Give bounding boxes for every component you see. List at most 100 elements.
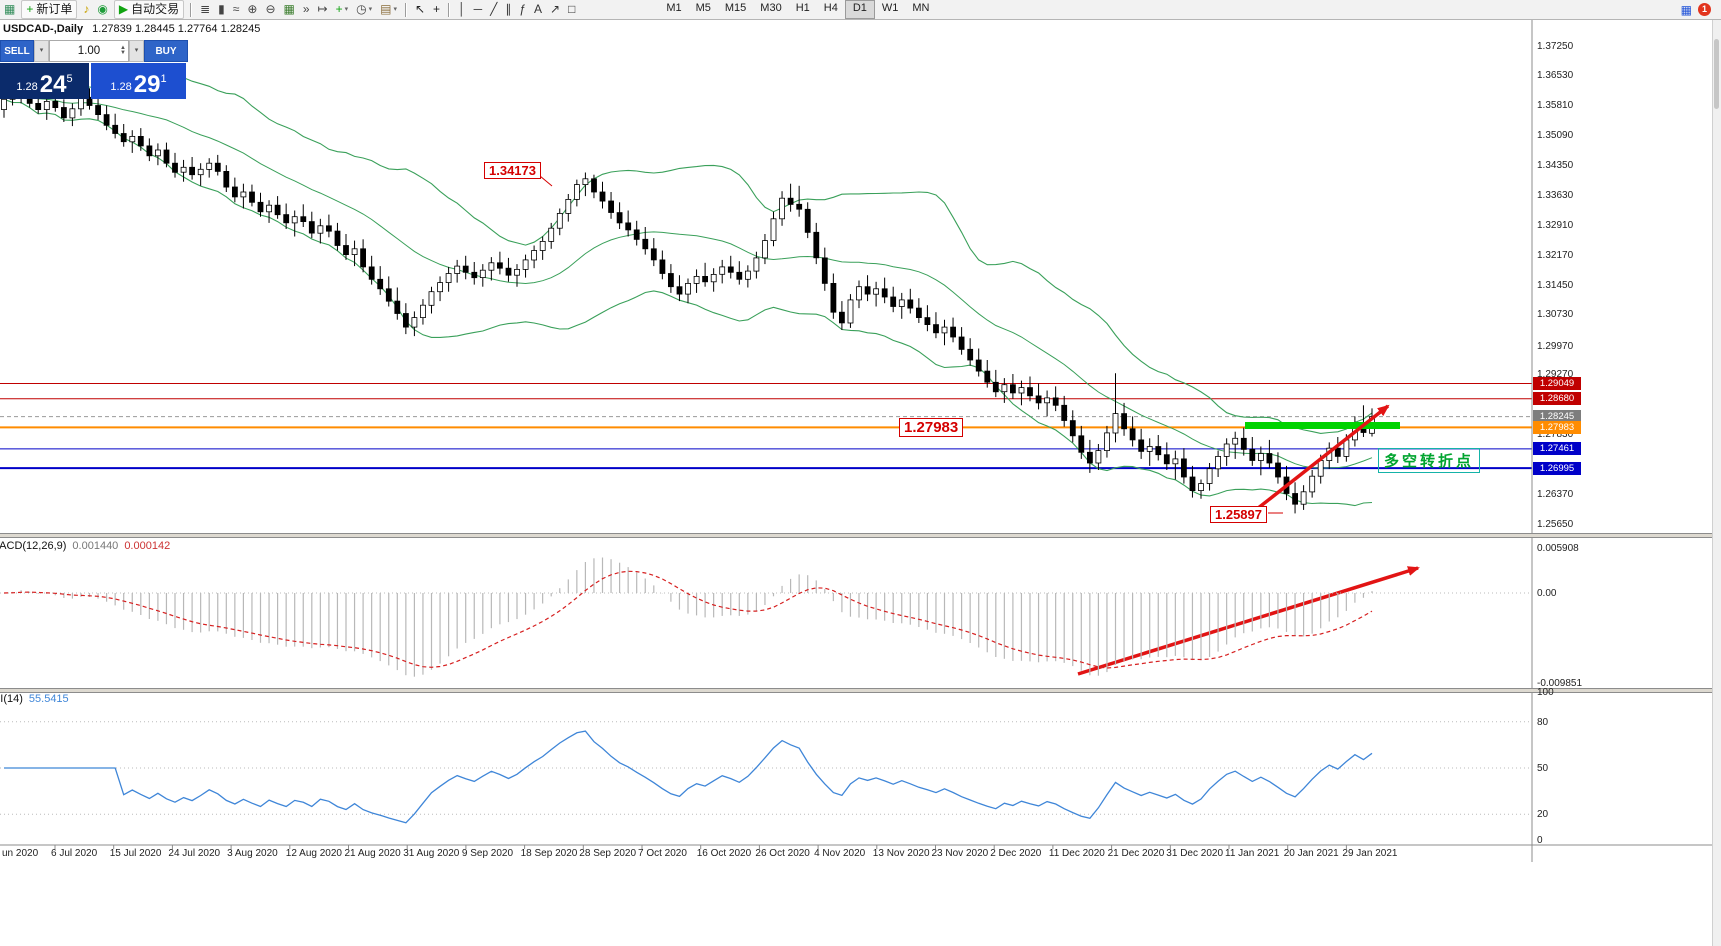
timeframe-button-mn[interactable]: MN	[912, 2, 930, 14]
templates-icon: ▤	[380, 2, 392, 16]
templates-icon-caret[interactable]: ▾	[393, 6, 397, 13]
zoom-out-icon[interactable]: ⊖	[261, 1, 279, 18]
chart-symbol: USDCAD-,Daily	[3, 23, 84, 35]
new-order-button[interactable]: + 新订单	[21, 0, 78, 19]
cursor-icon[interactable]: ↖	[411, 1, 429, 18]
price-axis-badge: 1.27983	[1533, 420, 1581, 434]
timeframe-button-m5[interactable]: M5	[695, 2, 711, 14]
periods-icon-caret[interactable]: ▾	[368, 6, 373, 13]
time-axis-label: 28 Sep 2020	[579, 848, 637, 859]
timeframe-button-m15[interactable]: M15	[724, 2, 747, 14]
notification-badge[interactable]: 1	[1698, 3, 1711, 16]
vertical-scrollbar[interactable]	[1712, 19, 1721, 946]
shapes-icon[interactable]: □	[564, 1, 579, 18]
rsi-axis-label: 80	[1537, 717, 1549, 728]
rsi-axis-label: 100	[1537, 687, 1554, 698]
panel-separator-macd[interactable]	[0, 533, 1721, 538]
crosshair-icon[interactable]: +	[429, 1, 444, 18]
timeframe-button-h4[interactable]: H4	[823, 2, 838, 14]
buy-price-big: 29	[133, 71, 161, 98]
vertical-line-icon[interactable]: │	[454, 1, 470, 18]
toolbar: ▦ + 新订单 ♪ ◉ ▶ 自动交易 ≣ ▮ ≈ ⊕ ⊖ ▦» ↦ + ▾ ◷ ▾ ▤ ▾ ↖ + │ ─ ╱ ∥ ƒ A ↗ □ M1 M5…	[0, 0, 1721, 20]
time-axis-label: 21 Dec 2020	[1107, 848, 1165, 859]
sell-button[interactable]: SELL	[0, 40, 34, 62]
time-axis-label: 31 Dec 2020	[1166, 848, 1224, 859]
horizontal-line-icon: ─	[473, 2, 483, 16]
text-icon[interactable]: A	[530, 1, 546, 18]
auto-scroll-icon[interactable]: »	[299, 1, 314, 18]
grid-window-icon[interactable]: ▦	[1680, 2, 1692, 17]
timeframe-button-d1[interactable]: D1	[844, 0, 875, 19]
time-axis-label: 26 Oct 2020	[755, 848, 810, 859]
volume-up-arrow[interactable]: ▲	[120, 45, 126, 51]
buy-price-sup: 1	[160, 73, 167, 85]
chart-shift-icon: ↦	[317, 2, 328, 16]
zoom-in-icon[interactable]: ⊕	[243, 1, 261, 18]
price-axis-badge: 1.28245	[1533, 410, 1581, 424]
time-axis-label: 20 Jan 2021	[1283, 848, 1339, 859]
price-axis-label: 1.32170	[1537, 249, 1574, 261]
timeframe-button-m30[interactable]: M30	[760, 2, 782, 14]
time-axis[interactable]: un 2020 6 Jul 2020 15 Jul 2020 24 Jul 2020 3…	[0, 846, 1532, 862]
indicators-icon-caret[interactable]: ▾	[344, 6, 349, 13]
chart-shift-icon[interactable]: ↦	[314, 1, 332, 18]
price-axis-label: 1.25650	[1537, 518, 1574, 530]
fibonacci-icon: ƒ	[519, 2, 526, 16]
channel-icon: ∥	[505, 2, 512, 16]
sell-price-big: 24	[39, 71, 67, 98]
price-axis-label: 1.36530	[1537, 70, 1574, 82]
periods-icon[interactable]: ◷ ▾	[352, 1, 376, 18]
timeframe-button-m1[interactable]: M1	[666, 2, 682, 14]
time-axis-label: 21 Aug 2020	[344, 848, 401, 859]
macd-histogram	[11, 557, 1373, 677]
candlestick-chart-icon[interactable]: ▮	[214, 1, 229, 18]
cursor-icon: ↖	[414, 2, 426, 16]
price-axis-label: 1.35810	[1537, 100, 1574, 112]
community-icon[interactable]: ◉	[93, 1, 111, 18]
price-axis-label: 1.34350	[1537, 160, 1574, 172]
templates-icon[interactable]: ▤ ▾	[376, 1, 401, 18]
buy-options-caret[interactable]: ▾	[129, 40, 144, 62]
timeframe-button-w1[interactable]: W1	[881, 2, 899, 14]
trend-arrow-main[interactable]	[1246, 404, 1390, 518]
indicators-icon[interactable]: + ▾	[332, 1, 353, 18]
autotrading-button[interactable]: ▶ 自动交易	[113, 0, 185, 19]
time-axis-label: 16 Oct 2020	[696, 848, 752, 859]
timeframe-button-h1[interactable]: H1	[795, 2, 810, 14]
arrows-icon: ↗	[550, 2, 561, 16]
sell-options-caret[interactable]: ▾	[34, 40, 49, 62]
annotation-note[interactable]: 多空转折点	[1378, 448, 1481, 473]
new-chart-icon[interactable]: ▦	[0, 1, 19, 18]
price-label-annotation[interactable]: 1.34173	[484, 162, 541, 179]
tile-windows-icon[interactable]: ▦	[280, 1, 299, 18]
trendline-icon[interactable]: ╱	[486, 1, 501, 18]
volume-down-arrow[interactable]: ▼	[120, 50, 126, 56]
chart-ohlc-values: 1.27839 1.28445 1.27764 1.28245	[92, 23, 261, 35]
bar-chart-icon[interactable]: ≣	[196, 1, 214, 18]
buy-price-prefix: 1.28	[110, 81, 132, 93]
arrows-icon[interactable]: ↗	[546, 1, 564, 18]
sell-price-panel[interactable]: 1.28 24 5	[0, 63, 89, 99]
price-label-annotation[interactable]: 1.27983	[899, 418, 964, 437]
price-label-annotation[interactable]: 1.25897	[1210, 506, 1267, 523]
tile-windows-icon: ▦	[283, 2, 295, 16]
alerts-icon[interactable]: ♪	[79, 1, 93, 18]
periods-icon: ◷	[356, 2, 367, 16]
macd-axis-label: 0.005908	[1537, 543, 1579, 554]
highlight-zone-bar[interactable]	[1245, 422, 1400, 429]
buy-button[interactable]: BUY	[144, 40, 188, 62]
panel-separator-rsi[interactable]	[0, 688, 1721, 693]
channel-icon[interactable]: ∥	[501, 1, 515, 18]
scrollbar-thumb[interactable]	[1714, 39, 1719, 109]
shapes-icon: □	[568, 2, 576, 16]
trend-arrow-macd[interactable]	[1077, 566, 1420, 676]
crosshair-icon: +	[433, 2, 441, 16]
fibonacci-icon[interactable]: ƒ	[515, 1, 530, 18]
buy-price-panel[interactable]: 1.28 29 1	[91, 63, 186, 99]
zoom-out-icon: ⊖	[265, 2, 276, 16]
line-chart-icon[interactable]: ≈	[229, 1, 244, 18]
horizontal-line-icon[interactable]: ─	[470, 1, 487, 18]
line-chart-icon: ≈	[232, 2, 240, 16]
volume-field[interactable]: 1.00 ▲ ▼	[49, 40, 129, 62]
